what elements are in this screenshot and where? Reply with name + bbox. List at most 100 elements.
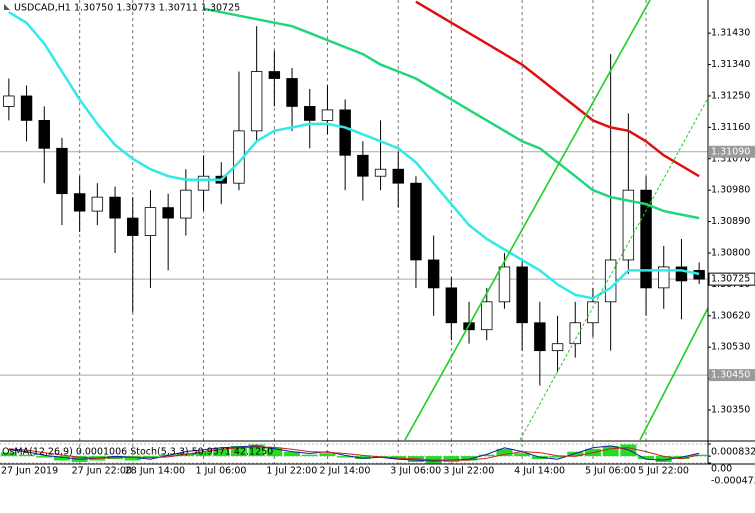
level-label: 1.31090 [711, 146, 750, 157]
y-tick-label: 1.31430 [711, 28, 750, 39]
candle-body [445, 287, 458, 324]
candle-body [410, 182, 422, 261]
y-tick-label: 1.30980 [711, 185, 750, 196]
osma-bar [496, 448, 513, 457]
candle-body [38, 119, 50, 149]
candle-body [20, 95, 33, 121]
candle-body [675, 266, 688, 282]
candle-body [569, 322, 581, 345]
candle-body [268, 71, 281, 79]
candle-body [3, 95, 15, 107]
candle-body [534, 322, 546, 352]
osma-bar [230, 445, 247, 457]
level-label: 1.30725 [711, 274, 750, 285]
line-series [8, 445, 700, 462]
trend-line [639, 307, 709, 441]
osma-bar [36, 456, 53, 458]
x-tick-label: 27 Jun 22:00 [72, 466, 132, 477]
y-tick-label: 1.30350 [711, 404, 750, 415]
y-tick-label: 1.31340 [711, 59, 750, 70]
plot-area [0, 0, 708, 464]
osma-bar [266, 447, 283, 457]
level-label: 1.30450 [711, 370, 750, 381]
osma-bar [354, 456, 371, 460]
y-tick-label: 1.30530 [711, 342, 750, 353]
osma-bar [18, 454, 35, 457]
candle-body [180, 189, 192, 219]
osma-bar [602, 445, 619, 457]
y-tick-label: 1.30890 [711, 216, 750, 227]
x-tick-label: 3 Jul 22:00 [443, 466, 494, 477]
candle-body [357, 154, 369, 177]
candle-body [162, 207, 174, 219]
candle-body [427, 259, 440, 289]
candle-body [516, 266, 528, 324]
osma-bar [337, 456, 354, 458]
osma-bar [655, 456, 672, 462]
axis-background [708, 0, 755, 509]
osma-bar [638, 456, 655, 460]
x-tick-label: 28 Jun 14:00 [125, 466, 185, 477]
x-tick-label: 5 Jul 22:00 [638, 466, 689, 477]
level-box [709, 369, 755, 382]
candle-body [693, 270, 705, 280]
candle-body [551, 343, 564, 352]
candle-body [197, 175, 210, 191]
x-tick-label: 1 Jul 22:00 [266, 466, 317, 477]
osma-bar [195, 451, 212, 457]
candle-body [286, 78, 298, 107]
osma-bar [514, 453, 531, 457]
y-tick-label: 0.0008324 [711, 447, 755, 458]
x-tick-label: 3 Jul 06:00 [390, 466, 441, 477]
candle-body [622, 189, 635, 261]
candle-body [91, 196, 104, 212]
candle-body [73, 193, 86, 212]
osma-bar [53, 456, 70, 461]
candle-body [481, 301, 493, 331]
y-tick-label: 1.31070 [711, 153, 750, 164]
level-box [708, 272, 755, 286]
chart-title: USDCAD,H1 1.30750 1.30773 1.30711 1.3072… [14, 3, 240, 14]
osma-bar [248, 444, 265, 457]
trend-line [404, 0, 651, 441]
y-tick-label: -0.000473 [711, 476, 755, 487]
trend-line [519, 97, 709, 441]
x-tick-label: 5 Jul 06:00 [585, 466, 636, 477]
x-tick-label: 1 Jul 06:00 [196, 466, 247, 477]
line-series [8, 446, 700, 461]
osma-bar [390, 456, 407, 460]
osma-bar [549, 456, 566, 458]
y-tick-label: 1.30620 [711, 310, 750, 321]
candle-body [498, 266, 511, 303]
line-series [415, 0, 700, 178]
y-tick-label: 1.31160 [711, 122, 750, 133]
line-series [8, 11, 700, 300]
osma-bar [443, 456, 460, 462]
candle-body [144, 207, 157, 236]
x-tick-label: 27 Jun 2019 [1, 466, 58, 477]
candle-body [339, 109, 351, 156]
osma-bar [620, 444, 637, 457]
osma-bar [461, 456, 478, 461]
x-tick-label: 4 Jul 14:00 [514, 466, 565, 477]
level-box [709, 145, 755, 158]
indicator-title: OsMA(12,26,9) 0.0001006 Stoch(5,3,3) 50.… [2, 447, 273, 458]
candle-body [392, 168, 404, 184]
candle-body [56, 147, 68, 195]
symbol-icon [4, 4, 10, 10]
y-tick-label: 1.30800 [711, 247, 750, 258]
candle-body [640, 189, 652, 289]
candle-body [658, 266, 670, 289]
osma-bar [301, 454, 318, 457]
osma-bar [478, 454, 495, 457]
y-tick-label: 0.00 [711, 464, 732, 475]
candle-body [109, 196, 121, 219]
candle-body [321, 109, 334, 121]
candle-body [250, 71, 263, 132]
osma-bar [142, 456, 159, 458]
candle-body [127, 217, 139, 236]
osma-bar [0, 452, 17, 457]
candle-body [304, 106, 316, 121]
x-tick-label: 2 Jul 14:00 [319, 466, 370, 477]
